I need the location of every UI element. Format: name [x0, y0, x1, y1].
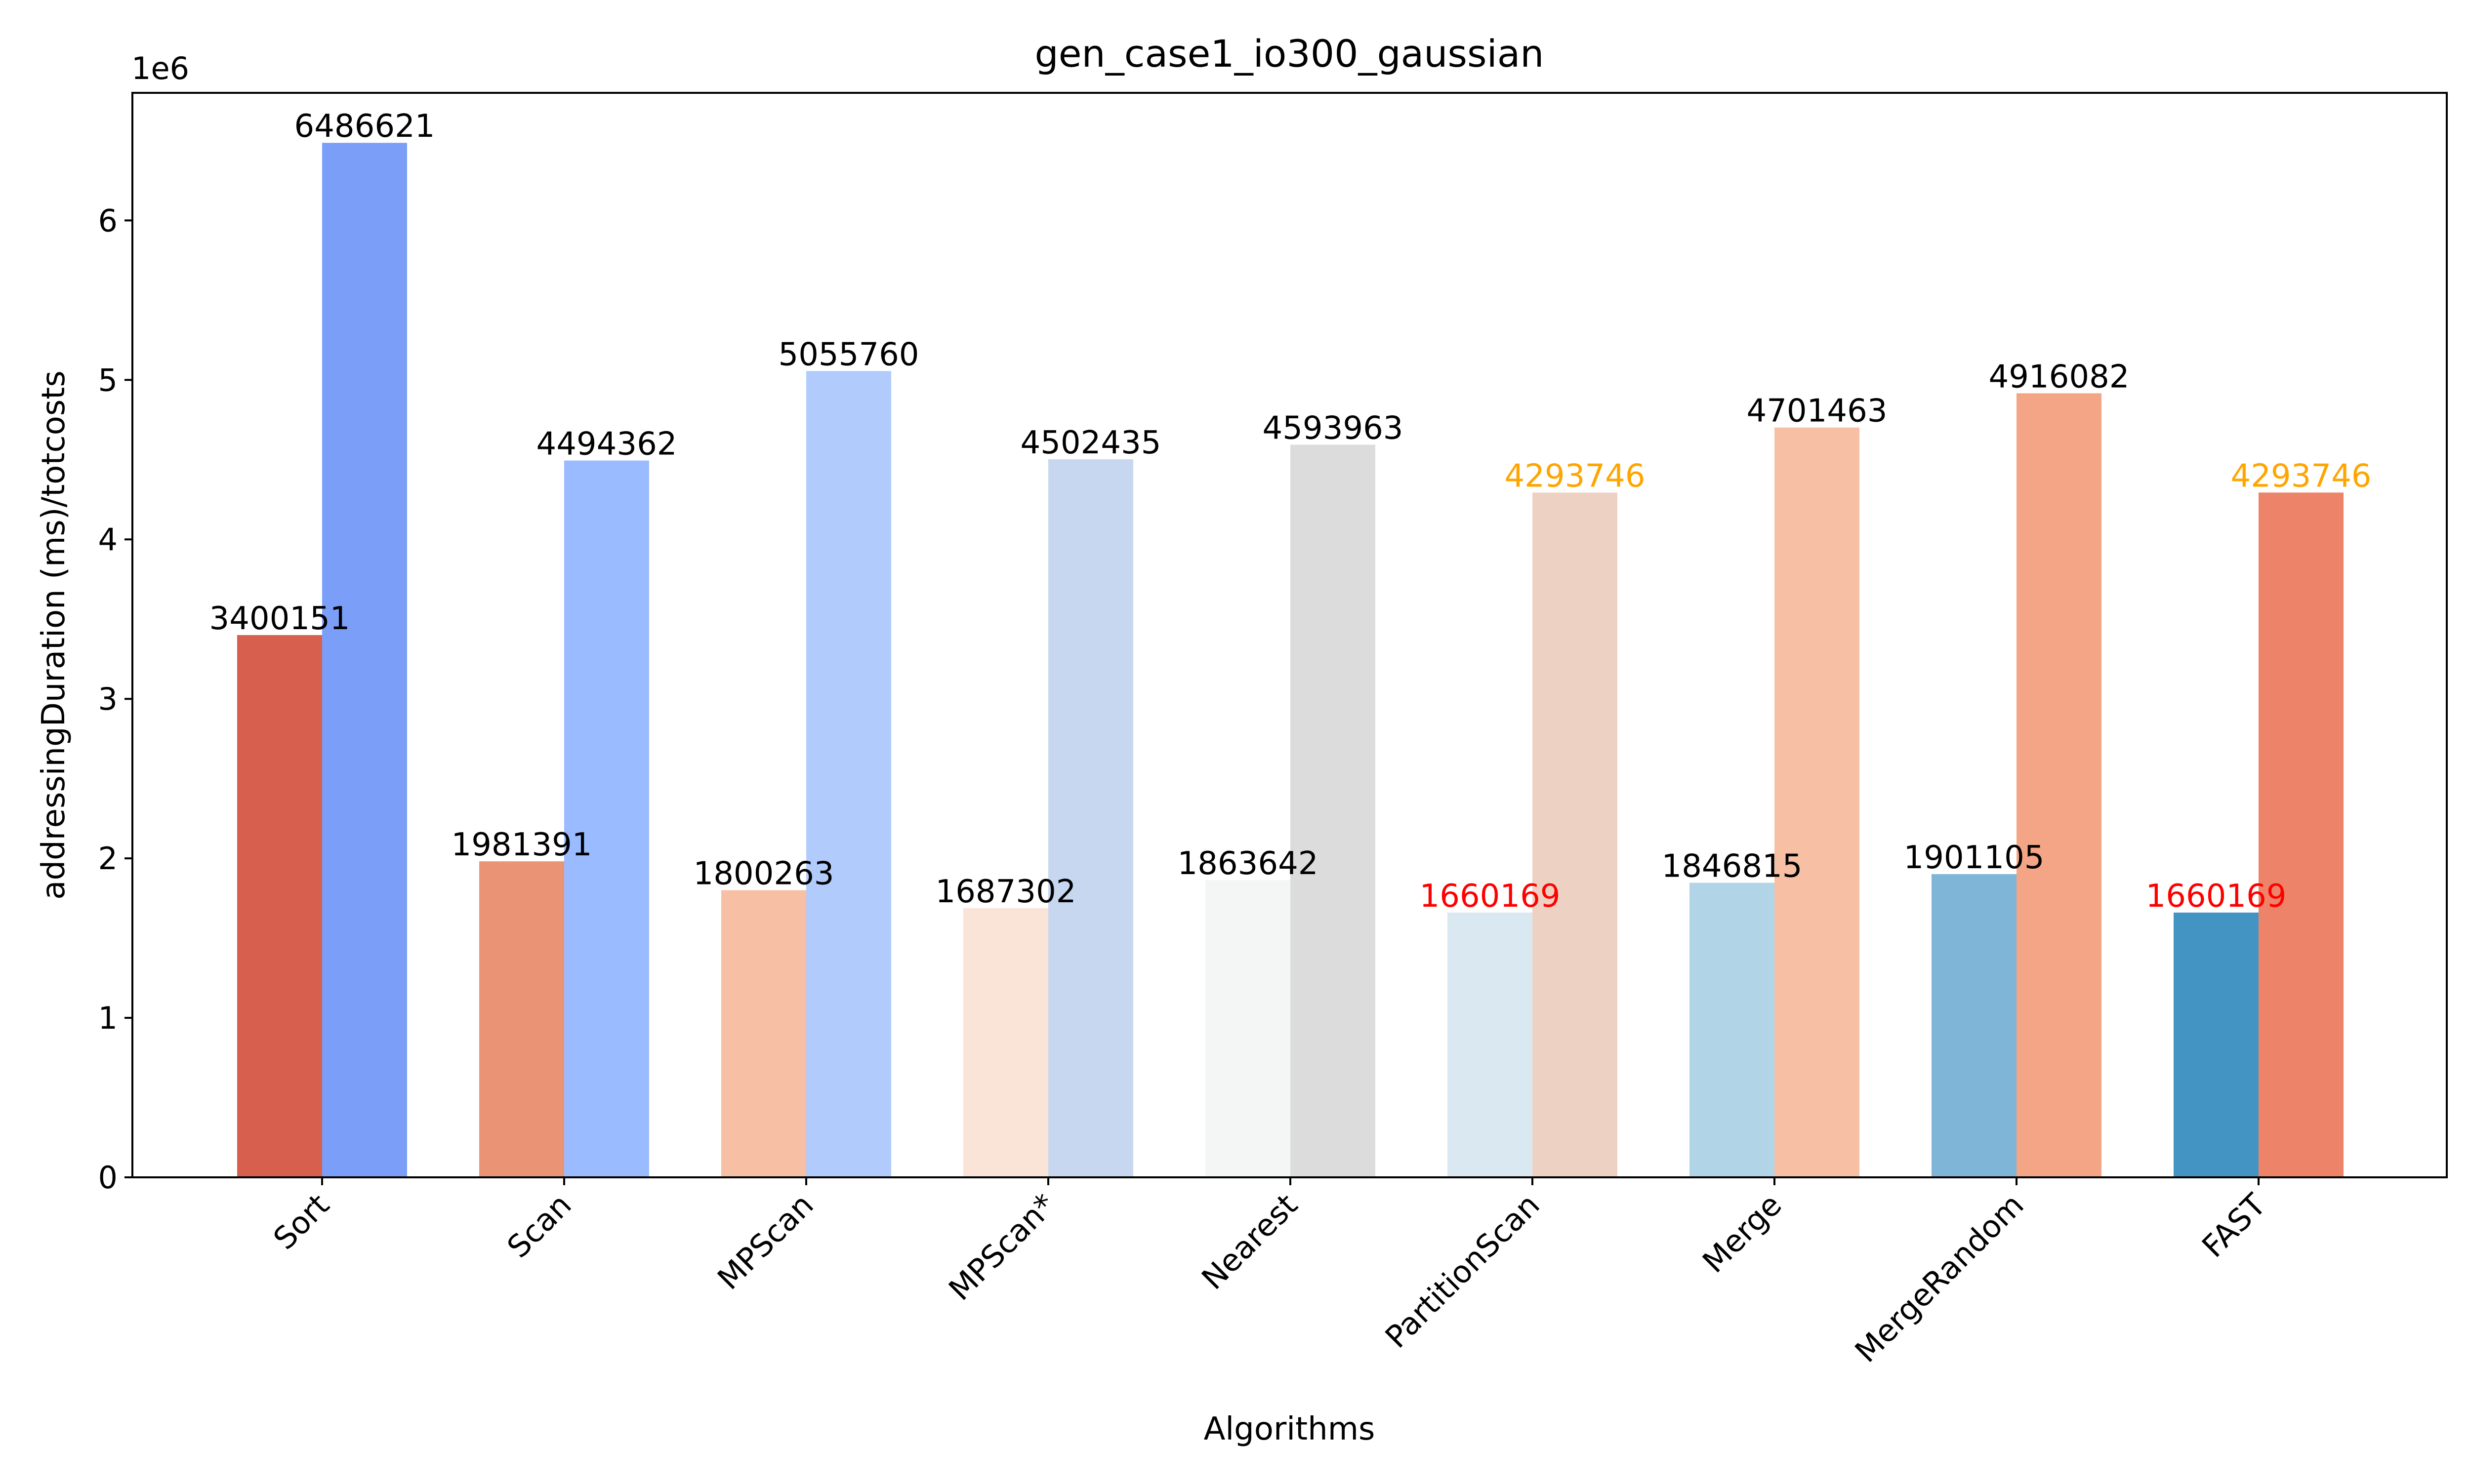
x-tick-label: Nearest: [1194, 1187, 1304, 1296]
value-label-merge-series-2: 4701463: [1746, 393, 1887, 430]
bar-fast-series-1: [2174, 912, 2259, 1177]
bars-layer: [237, 143, 2344, 1178]
y-axis-offset-label: 1e6: [131, 50, 189, 86]
y-axis-label: addressingDuration (ms)/totcosts: [36, 370, 72, 899]
value-label-mpscan-series-2: 4502435: [1020, 425, 1161, 461]
bar-mpscan-series-1: [721, 890, 806, 1177]
bar-merge-series-1: [1689, 882, 1774, 1177]
bar-partitionscan-series-1: [1447, 912, 1532, 1177]
y-tick-label: 1: [98, 1000, 118, 1036]
value-label-fast-series-2: 4293746: [2230, 458, 2371, 494]
y-axis: 0 1 2 3 4 5 6: [98, 202, 132, 1196]
value-label-scan-series-2: 4494362: [536, 426, 677, 463]
y-tick-label: 0: [98, 1160, 118, 1196]
x-tick-label: Scan: [500, 1187, 578, 1265]
value-label-mpscan-series-1: 1800263: [693, 856, 834, 892]
x-tick-label: MergeRandom: [1848, 1187, 2031, 1369]
value-label-nearest-series-2: 4593963: [1262, 410, 1403, 446]
value-label-fast-series-1: 1660169: [2145, 878, 2286, 915]
bar-merge-series-2: [1774, 427, 1859, 1177]
value-label-merge-series-1: 1846815: [1661, 848, 1802, 885]
bar-mpscan-series-2: [1048, 459, 1133, 1178]
x-tick-label: MPScan*: [942, 1187, 1062, 1307]
x-tick-label: Merge: [1695, 1187, 1788, 1280]
value-labels-layer: 3400151 6486621 1981391 4494362 1800263 50557…: [209, 108, 2371, 915]
bar-nearest-series-1: [1205, 880, 1290, 1177]
y-tick-label: 4: [98, 521, 118, 558]
bar-partitionscan-series-2: [1532, 492, 1617, 1178]
bar-mergerandom-series-2: [2017, 393, 2101, 1177]
value-label-mpscan-series-1: 1687302: [935, 874, 1076, 910]
x-axis: Sort Scan MPScan MPScan* Nearest PartitionSca…: [266, 1177, 2273, 1369]
y-tick-label: 2: [98, 841, 118, 877]
value-label-sort-series-1: 3400151: [209, 601, 350, 637]
y-tick-label: 5: [98, 362, 118, 398]
value-label-scan-series-1: 1981391: [451, 827, 592, 863]
bar-scan-series-2: [564, 460, 649, 1177]
bar-mpscan-series-2: [806, 371, 891, 1178]
value-label-sort-series-2: 6486621: [294, 108, 435, 145]
bar-fast-series-2: [2259, 492, 2344, 1178]
bar-sort-series-1: [237, 635, 322, 1177]
y-tick-label: 3: [98, 681, 118, 717]
bar-nearest-series-2: [1290, 444, 1375, 1177]
x-axis-label: Algorithms: [1204, 1411, 1375, 1447]
x-tick-label: FAST: [2195, 1186, 2273, 1264]
y-tick-label: 6: [98, 202, 118, 239]
value-label-partitionscan-series-1: 1660169: [1419, 878, 1560, 915]
x-tick-label: PartitionScan: [1378, 1187, 1547, 1355]
bar-mergerandom-series-1: [1932, 874, 2017, 1177]
x-tick-label: Sort: [266, 1187, 336, 1256]
x-tick-label: MPScan: [710, 1187, 820, 1296]
value-label-mpscan-series-2: 5055760: [778, 336, 919, 373]
value-label-mergerandom-series-1: 1901105: [1903, 840, 2044, 876]
bar-sort-series-2: [322, 143, 407, 1178]
chart-title: gen_case1_io300_gaussian: [1035, 32, 1544, 76]
bar-scan-series-1: [479, 861, 564, 1177]
value-label-mergerandom-series-2: 4916082: [1988, 359, 2129, 395]
value-label-nearest-series-1: 1863642: [1177, 845, 1318, 882]
value-label-partitionscan-series-2: 4293746: [1504, 458, 1645, 494]
bar-mpscan-series-1: [963, 908, 1048, 1177]
